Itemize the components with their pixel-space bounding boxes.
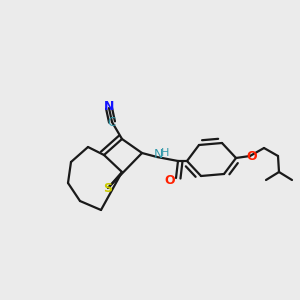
Text: N: N <box>153 148 163 161</box>
Text: H: H <box>161 148 169 158</box>
Text: O: O <box>165 173 175 187</box>
Text: C: C <box>108 116 116 128</box>
Text: O: O <box>247 149 257 163</box>
Text: S: S <box>103 182 112 194</box>
Text: N: N <box>104 100 114 112</box>
